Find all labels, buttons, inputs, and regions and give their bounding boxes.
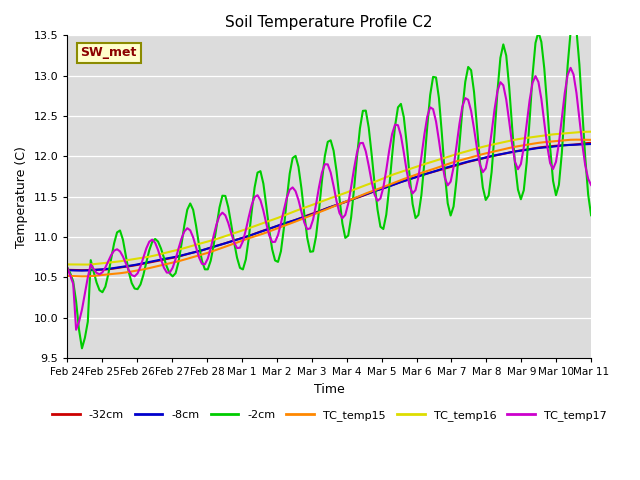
TC_temp15 [175,258,182,264]
X-axis label: Time: Time [314,383,344,396]
TC_temp17 [75,319,83,324]
-2cm [78,346,86,351]
Line: -2cm: -2cm [67,18,591,348]
Y-axis label: Temperature (C): Temperature (C) [15,146,28,248]
-2cm [175,259,182,265]
-2cm [128,280,136,286]
Text: SW_met: SW_met [81,46,137,60]
TC_temp15 [81,274,89,279]
-2cm [63,265,71,271]
TC_temp15 [72,273,80,279]
TC_temp16 [78,262,86,267]
-32cm [128,263,136,269]
-8cm [128,263,136,268]
TC_temp16 [532,134,540,140]
TC_temp15 [532,141,540,146]
-32cm [78,267,86,273]
-8cm [573,142,580,147]
Title: Soil Temperature Profile C2: Soil Temperature Profile C2 [225,15,433,30]
Line: -8cm: -8cm [67,144,591,271]
-2cm [532,40,540,46]
-8cm [532,145,540,151]
TC_temp17 [575,116,583,121]
TC_temp17 [588,182,595,188]
-8cm [78,268,86,274]
Legend: -32cm, -8cm, -2cm, TC_temp15, TC_temp16, TC_temp17: -32cm, -8cm, -2cm, TC_temp15, TC_temp16,… [47,406,611,425]
TC_temp16 [72,262,80,267]
TC_temp17 [266,232,273,238]
-8cm [72,268,80,274]
TC_temp15 [63,273,71,279]
TC_temp16 [175,247,182,252]
-32cm [175,253,182,259]
-8cm [63,267,71,273]
TC_temp17 [128,272,136,278]
TC_temp15 [575,137,583,143]
-2cm [72,299,80,304]
-32cm [588,140,595,146]
Line: -32cm: -32cm [67,143,591,270]
-8cm [266,226,273,232]
TC_temp17 [175,246,182,252]
-32cm [72,267,80,273]
-8cm [175,253,182,259]
-32cm [532,145,540,151]
TC_temp16 [128,256,136,262]
TC_temp16 [63,262,71,267]
TC_temp16 [266,218,273,224]
TC_temp17 [63,265,71,271]
-32cm [266,226,273,231]
TC_temp15 [573,137,580,143]
-32cm [63,267,71,273]
TC_temp15 [588,137,595,143]
TC_temp17 [567,65,575,71]
TC_temp17 [532,73,540,79]
Line: TC_temp16: TC_temp16 [67,132,591,264]
-2cm [575,61,583,67]
Line: TC_temp17: TC_temp17 [67,68,591,330]
TC_temp16 [588,129,595,134]
Line: TC_temp15: TC_temp15 [67,140,591,276]
TC_temp16 [573,130,580,135]
-32cm [573,142,580,147]
TC_temp15 [266,228,273,234]
-2cm [266,227,273,233]
-8cm [588,141,595,147]
TC_temp17 [72,327,80,333]
-2cm [588,212,595,218]
-2cm [570,15,577,21]
TC_temp15 [128,269,136,275]
